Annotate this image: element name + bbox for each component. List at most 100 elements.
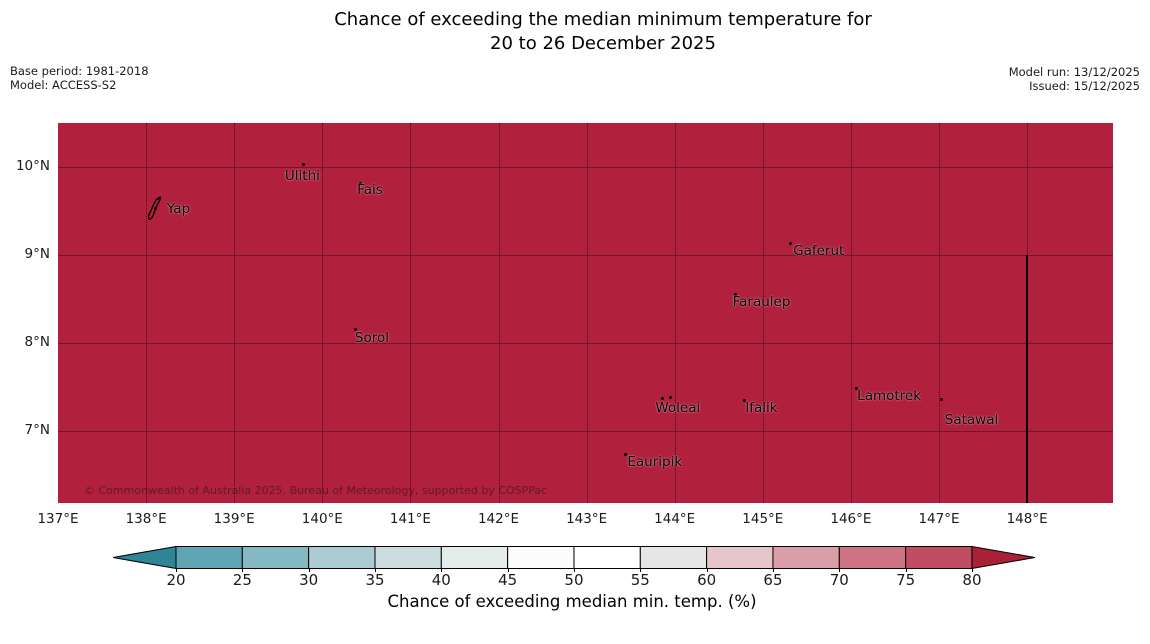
gridline-lon-144 — [674, 123, 676, 503]
island-label: Satawal — [944, 411, 999, 428]
colorbar-segment-30-35 — [308, 546, 376, 569]
x-tick-138: 138°E — [125, 511, 167, 527]
x-tick-147: 147°E — [918, 511, 960, 527]
island-marker-dot — [301, 162, 305, 166]
y-tick-7: 7°N — [24, 421, 50, 438]
model-text: Model: ACCESS-S2 — [10, 78, 117, 92]
colorbar-tickmark-70 — [839, 568, 841, 572]
island-marker-dot — [733, 293, 737, 297]
colorbar-segment-75-80 — [905, 546, 973, 569]
colorbar-ticklabel-80: 80 — [962, 571, 982, 589]
island-label: Ifalik — [745, 399, 778, 416]
colorbar-tickmark-50 — [573, 568, 575, 572]
island-marker-dot — [743, 398, 747, 402]
colorbar-tickmark-55 — [640, 568, 642, 572]
gridline-lon-138 — [146, 123, 148, 503]
colorbar-segment-55-60 — [639, 546, 708, 569]
x-tick-144: 144°E — [654, 511, 696, 527]
colorbar-over-arrow — [971, 545, 1036, 570]
island-label: Lamotrek — [857, 388, 922, 405]
chart-title: Chance of exceeding the median minimum t… — [60, 8, 1146, 56]
x-tick-141: 141°E — [389, 511, 431, 527]
colorbar-ticklabel-65: 65 — [763, 571, 783, 589]
model-run-text: Model run: 13/12/2025 — [1008, 65, 1140, 79]
colorbar-segment-70-75 — [838, 546, 907, 569]
gridline-lat-7 — [58, 430, 1113, 432]
colorbar-ticklabel-25: 25 — [232, 571, 252, 589]
colorbar-tickmark-75 — [905, 568, 907, 572]
gridline-lon-139 — [234, 123, 236, 503]
x-tick-139: 139°E — [213, 511, 255, 527]
island-label: Faraulep — [732, 294, 791, 311]
island-label: Sorol — [354, 330, 389, 347]
gridline-lat-9 — [58, 254, 1113, 256]
colorbar-tickmark-35 — [374, 568, 376, 572]
colorbar-tickmark-60 — [706, 568, 708, 572]
colorbar-ticklabel-70: 70 — [829, 571, 849, 589]
colorbar-ticklabel-75: 75 — [896, 571, 916, 589]
meta-left: Base period: 1981-2018 Model: ACCESS-S2 — [10, 64, 149, 92]
island-label: Fais — [357, 182, 383, 199]
gridline-lon-145 — [762, 123, 764, 503]
gridline-lon-140 — [322, 123, 324, 503]
colorbar-ticklabel-20: 20 — [166, 571, 186, 589]
gridline-lon-146 — [850, 123, 852, 503]
colorbar-label: Chance of exceeding median min. temp. (%… — [387, 592, 757, 611]
x-tick-142: 142°E — [477, 511, 520, 527]
title-line-2: 20 to 26 December 2025 — [490, 33, 716, 54]
x-tick-140: 140°E — [301, 511, 343, 527]
gridline-lon-141 — [410, 123, 412, 503]
colorbar-ticklabel-40: 40 — [431, 571, 451, 589]
base-period-text: Base period: 1981-2018 — [10, 64, 149, 78]
gridline-lon-142 — [498, 123, 500, 503]
meta-right: Model run: 13/12/2025 Issued: 15/12/2025 — [1009, 65, 1140, 93]
colorbar-ticklabel-60: 60 — [697, 571, 717, 589]
colorbar-ticklabel-30: 30 — [299, 571, 319, 589]
colorbar-ticklabel-45: 45 — [498, 571, 518, 589]
colorbar-ticklabel-50: 50 — [564, 571, 584, 589]
colorbar-tickmark-40 — [441, 568, 443, 572]
island-marker-dot — [789, 242, 793, 246]
island-label: Ulithi — [284, 167, 320, 184]
island-label: Yap — [166, 200, 191, 217]
state-boundary-line — [1026, 254, 1029, 503]
island-marker-dot — [624, 453, 628, 457]
colorbar-tickmark-65 — [772, 568, 774, 572]
colorbar-segment-45-50 — [507, 546, 575, 569]
x-tick-137: 137°E — [37, 511, 79, 527]
yap-island-outline — [147, 195, 161, 220]
colorbar-tickmark-80 — [971, 568, 973, 572]
x-tick-143: 143°E — [566, 511, 608, 527]
island-marker-dot — [661, 396, 665, 400]
colorbar-tickmark-25 — [242, 568, 244, 572]
colorbar-segment-50-55 — [573, 546, 641, 569]
x-tick-146: 146°E — [830, 511, 872, 527]
colorbar-segment-35-40 — [374, 546, 442, 569]
island-marker-dot — [855, 387, 859, 391]
colorbar-ticklabel-55: 55 — [630, 571, 650, 589]
island-label: Eauripik — [627, 454, 683, 471]
island-marker-dot — [359, 182, 363, 186]
colorbar-under-arrow — [112, 545, 177, 570]
colorbar-segment-25-30 — [241, 546, 310, 569]
x-tick-148: 148°E — [1006, 511, 1048, 527]
issued-text: Issued: 15/12/2025 — [1029, 79, 1140, 93]
copyright-text: © Commonwealth of Australia 2025, Bureau… — [84, 484, 548, 497]
colorbar-svg — [112, 545, 1036, 570]
island-marker-dot — [353, 328, 357, 332]
y-tick-10: 10°N — [15, 157, 50, 174]
title-line-1: Chance of exceeding the median minimum t… — [334, 9, 872, 30]
gridline-lat-8 — [58, 342, 1113, 344]
island-marker-dot — [939, 397, 943, 401]
colorbar-segment-40-45 — [440, 546, 509, 569]
x-tick-145: 145°E — [742, 511, 784, 527]
probability-map: Yap Ulithi Fais Sorol Gaferut Faraulep Woleai I… — [58, 123, 1113, 503]
y-tick-9: 9°N — [24, 245, 50, 262]
gridline-lat-10 — [58, 166, 1113, 168]
colorbar — [112, 545, 1036, 570]
y-tick-8: 8°N — [24, 333, 50, 350]
colorbar-ticklabel-35: 35 — [365, 571, 385, 589]
colorbar-tickmark-45 — [507, 568, 509, 572]
island-label: Gaferut — [793, 243, 845, 260]
colorbar-tickmark-30 — [308, 568, 310, 572]
